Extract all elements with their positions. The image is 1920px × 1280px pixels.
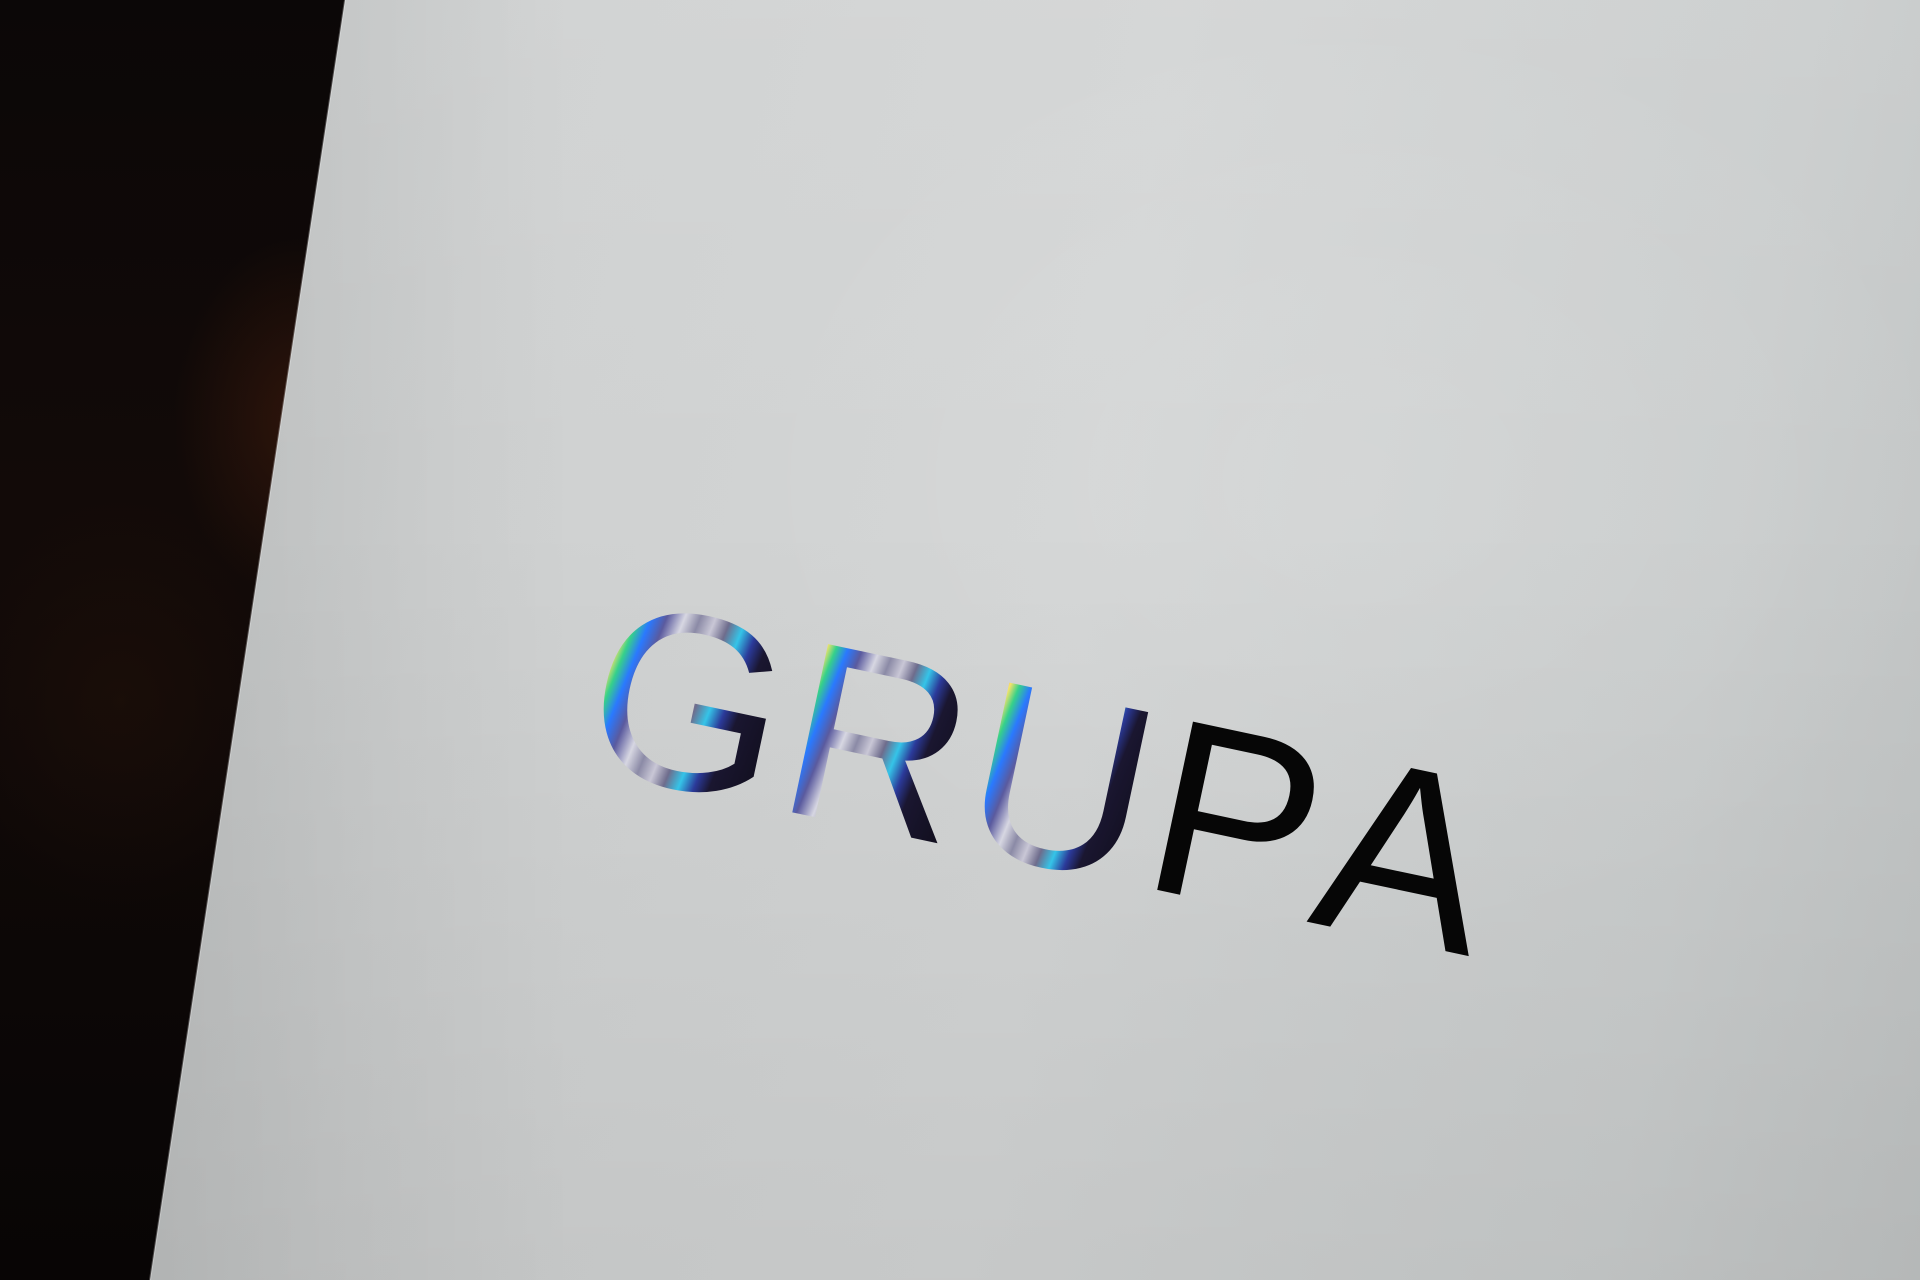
paper-surface bbox=[150, 0, 1920, 1280]
photo-scene: G R U P A bbox=[0, 0, 1920, 1280]
paper-shading bbox=[150, 0, 1920, 1280]
